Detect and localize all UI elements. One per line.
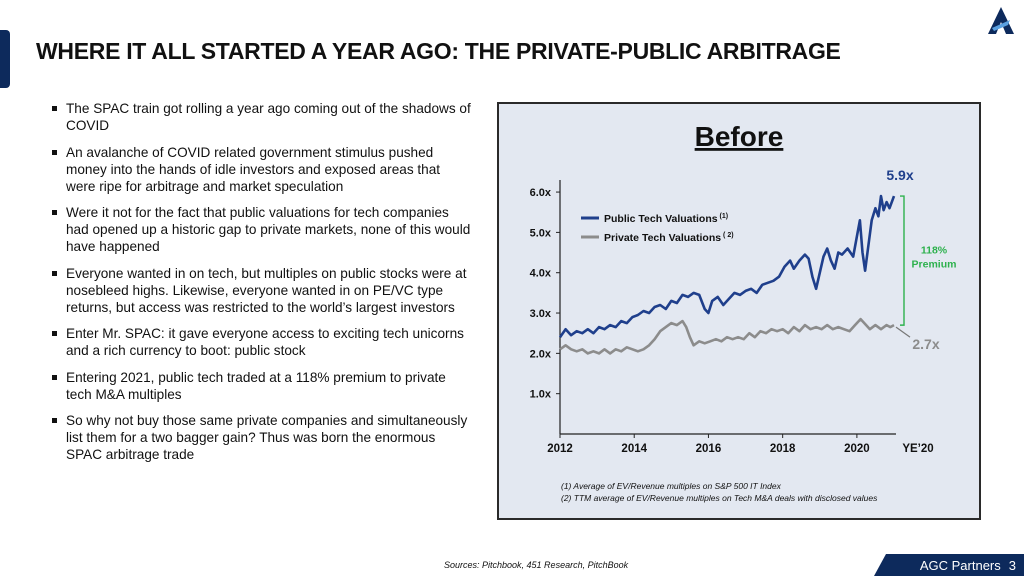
y-tick-label: 2.0x: [530, 348, 552, 360]
valuation-chart-panel: Before 1.0x 2.0x 3.0x 4.0x 5.0x 6.0x 2012 2014 20…: [497, 102, 981, 520]
public-tech-series-line: [558, 194, 896, 338]
x-tick-label: 2016: [696, 443, 722, 455]
footer-brand-name: AGC Partners: [919, 558, 1001, 573]
chart-title: Before: [695, 121, 784, 152]
y-tick-label: 3.0x: [530, 308, 552, 320]
public-end-label: 5.9x: [886, 167, 913, 183]
y-tick-label: 4.0x: [530, 268, 552, 280]
legend-private-label: Private Tech Valuations ( 2): [604, 232, 734, 244]
page-number: 3: [1008, 558, 1016, 573]
x-tick-label: YE’20: [902, 443, 933, 455]
bullet-item: An avalanche of COVID related government…: [52, 144, 472, 195]
x-tick-label: 2018: [770, 443, 796, 455]
legend-public-label: Public Tech Valuations (1): [604, 213, 728, 225]
private-end-leader: [895, 326, 911, 338]
bullet-item: The SPAC train got rolling a year ago co…: [52, 100, 472, 134]
legend-superscript: ( 2): [721, 232, 733, 239]
premium-label-line1: 118%: [921, 245, 948, 257]
legend-superscript: (1): [718, 213, 729, 220]
x-tick-label: 2012: [547, 443, 573, 455]
bullet-item: Enter Mr. SPAC: it gave everyone access …: [52, 325, 472, 359]
footer-bar: [874, 554, 1024, 576]
bullet-item: So why not buy those same private compan…: [52, 412, 472, 463]
premium-bracket: [900, 195, 905, 326]
footnote-2: (2) TTM average of EV/Revenue multiples …: [561, 493, 878, 503]
private-end-label: 2.7x: [912, 336, 939, 352]
x-tick-label: 2020: [844, 443, 870, 455]
slide-title: WHERE IT ALL STARTED A YEAR AGO: THE PRI…: [36, 38, 841, 64]
bullet-list: The SPAC train got rolling a year ago co…: [52, 100, 472, 473]
accent-tab: [0, 30, 10, 88]
bullet-item: Everyone wanted in on tech, but multiple…: [52, 265, 472, 316]
chart-footnotes: (1) Average of EV/Revenue multiples on S…: [561, 480, 877, 504]
y-tick-label: 1.0x: [530, 389, 552, 401]
bullet-item: Were it not for the fact that public val…: [52, 204, 472, 255]
private-tech-series-line: [559, 317, 895, 355]
footer-brand: AGC Partners 3: [920, 558, 1016, 573]
y-tick-label: 5.0x: [530, 227, 552, 239]
valuation-line-chart: Before 1.0x 2.0x 3.0x 4.0x 5.0x 6.0x 2012 2014 20…: [530, 121, 957, 455]
footnote-1: (1) Average of EV/Revenue multiples on S…: [561, 481, 781, 491]
premium-label-line2: Premium: [912, 259, 957, 271]
bullet-item: Entering 2021, public tech traded at a 1…: [52, 369, 472, 403]
y-tick-label: 6.0x: [530, 187, 552, 199]
x-tick-label: 2014: [621, 443, 647, 455]
sources-note: Sources: Pitchbook, 451 Research, PitchB…: [444, 560, 629, 570]
agc-logo-icon: [988, 7, 1014, 34]
